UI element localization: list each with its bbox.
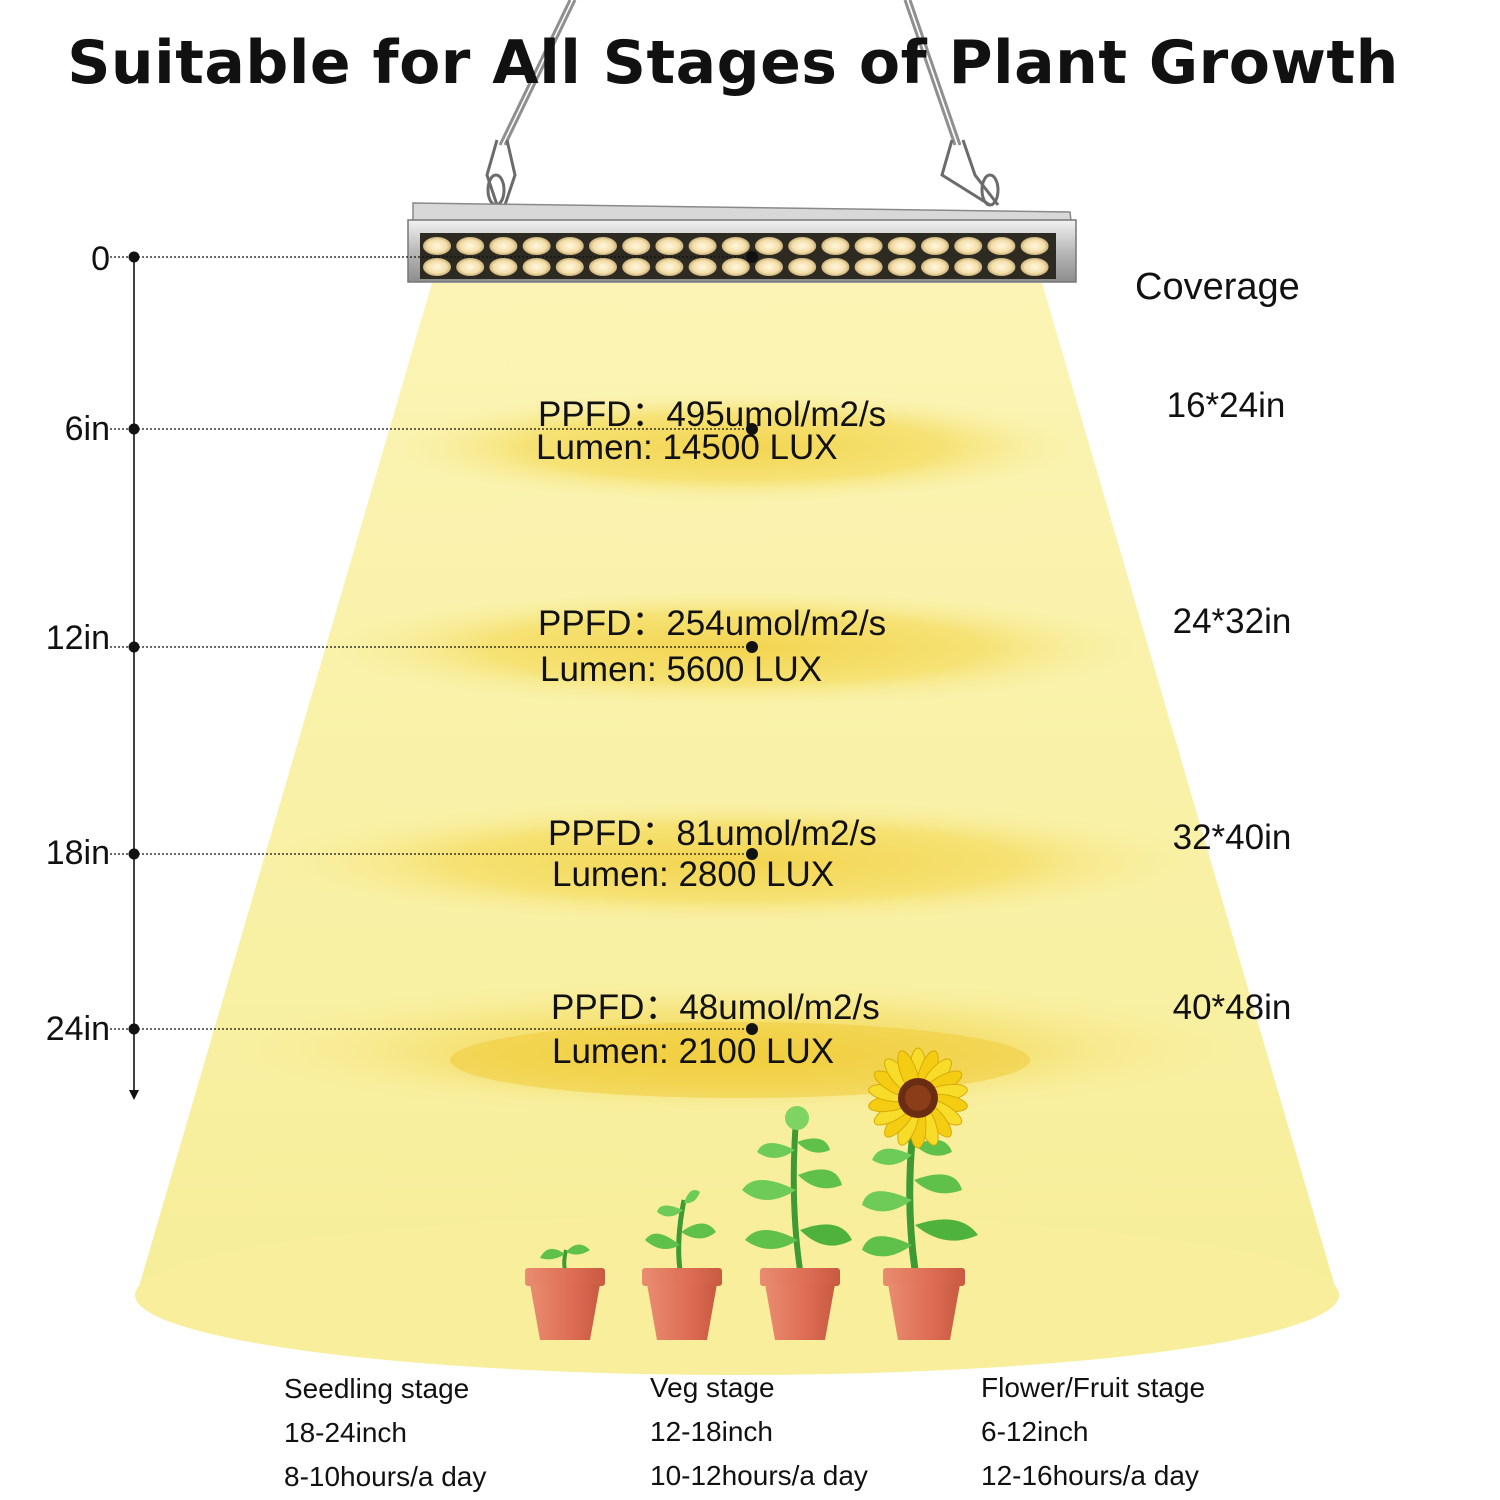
led <box>954 258 983 276</box>
distance-label-0: 0 <box>91 240 110 278</box>
led <box>423 258 451 276</box>
led <box>489 258 518 276</box>
led <box>688 258 717 276</box>
led <box>788 237 817 255</box>
led <box>423 237 451 255</box>
center-dot <box>746 641 758 653</box>
led <box>721 237 750 255</box>
stage-name: Veg stage <box>650 1372 775 1403</box>
led <box>555 258 584 276</box>
led <box>954 237 983 255</box>
led <box>1020 258 1049 276</box>
light-floor <box>135 1215 1339 1375</box>
lumen-18in: Lumen: 2800 LUX <box>552 855 835 894</box>
led <box>489 237 518 255</box>
led <box>456 258 485 276</box>
axis-dot <box>128 423 140 435</box>
led <box>522 258 551 276</box>
stage-hours: 8-10hours/a day <box>284 1461 487 1492</box>
axis-dot <box>128 251 140 263</box>
led <box>589 237 617 255</box>
led <box>456 237 485 255</box>
ppfd-12in: PPFD：254umol/m2/s <box>538 604 887 643</box>
led <box>887 258 916 276</box>
stage-distance: 12-18inch <box>650 1416 773 1447</box>
led <box>921 237 949 255</box>
grow-light-panel <box>407 202 1077 283</box>
axis-dot <box>128 1023 140 1035</box>
light-spot-12in <box>325 590 1145 706</box>
sunflower-plant <box>862 1047 978 1340</box>
lumen-6in: Lumen: 14500 LUX <box>536 428 838 467</box>
ppfd-24in: PPFD：48umol/m2/s <box>551 988 880 1027</box>
plants <box>525 1047 978 1340</box>
seedling-plant <box>525 1244 605 1340</box>
center-dot <box>746 423 758 435</box>
lumen-24in: Lumen: 2100 LUX <box>552 1032 835 1071</box>
distance-label-24in: 24in <box>45 1010 110 1048</box>
center-dot <box>746 251 758 263</box>
stage-flower-fruit: Flower/Fruit stage 6-12inch 12-16hours/a… <box>981 1366 1205 1498</box>
led <box>655 237 684 255</box>
led <box>921 258 949 276</box>
light-spot-6in <box>387 392 1083 502</box>
stage-distance: 18-24inch <box>284 1417 407 1448</box>
axis-dot <box>128 641 140 653</box>
coverage-12in: 24*32in <box>1172 602 1292 641</box>
led <box>1020 237 1049 255</box>
stage-distance: 6-12inch <box>981 1416 1089 1447</box>
led <box>788 258 817 276</box>
distance-axis <box>110 251 758 1100</box>
axis-dot <box>128 848 140 860</box>
center-dot <box>746 1023 758 1035</box>
stage-hours: 12-16hours/a day <box>981 1460 1199 1491</box>
led <box>887 237 916 255</box>
led <box>589 258 617 276</box>
led <box>655 258 684 276</box>
center-dot <box>746 848 758 860</box>
light-spot-18in <box>265 800 1205 924</box>
ppfd-18in: PPFD：81umol/m2/s <box>548 814 877 853</box>
led <box>987 237 1016 255</box>
stage-name: Flower/Fruit stage <box>981 1372 1206 1403</box>
led <box>622 237 651 255</box>
led <box>622 258 651 276</box>
hanging-cables <box>485 0 1000 207</box>
coverage-heading: Coverage <box>1135 266 1300 308</box>
page-title: Suitable for All Stages of Plant Growth <box>67 28 1399 98</box>
led <box>821 258 850 276</box>
led <box>755 258 783 276</box>
led <box>821 237 850 255</box>
coverage-24in: 40*48in <box>1172 988 1292 1027</box>
distance-label-18in: 18in <box>45 834 110 872</box>
led-array <box>423 237 1049 276</box>
led <box>854 258 883 276</box>
led <box>555 237 584 255</box>
distance-label-12in: 12in <box>45 619 110 657</box>
led <box>854 237 883 255</box>
coverage-6in: 16*24in <box>1166 386 1286 425</box>
stage-seedling: Seedling stage 18-24inch 8-10hours/a day <box>284 1367 486 1499</box>
led <box>522 237 551 255</box>
stage-name: Seedling stage <box>284 1373 470 1404</box>
led <box>987 258 1016 276</box>
budding-plant <box>742 1106 852 1340</box>
stage-hours: 10-12hours/a day <box>650 1460 868 1491</box>
distance-label-6in: 6in <box>64 410 110 448</box>
ppfd-6in: PPFD：495umol/m2/s <box>538 395 887 434</box>
coverage-18in: 32*40in <box>1172 818 1292 857</box>
led <box>755 237 783 255</box>
stage-veg: Veg stage 12-18inch 10-12hours/a day <box>650 1366 868 1498</box>
veg-plant <box>642 1190 722 1340</box>
led <box>721 258 750 276</box>
lumen-12in: Lumen: 5600 LUX <box>540 650 823 689</box>
led <box>688 237 717 255</box>
